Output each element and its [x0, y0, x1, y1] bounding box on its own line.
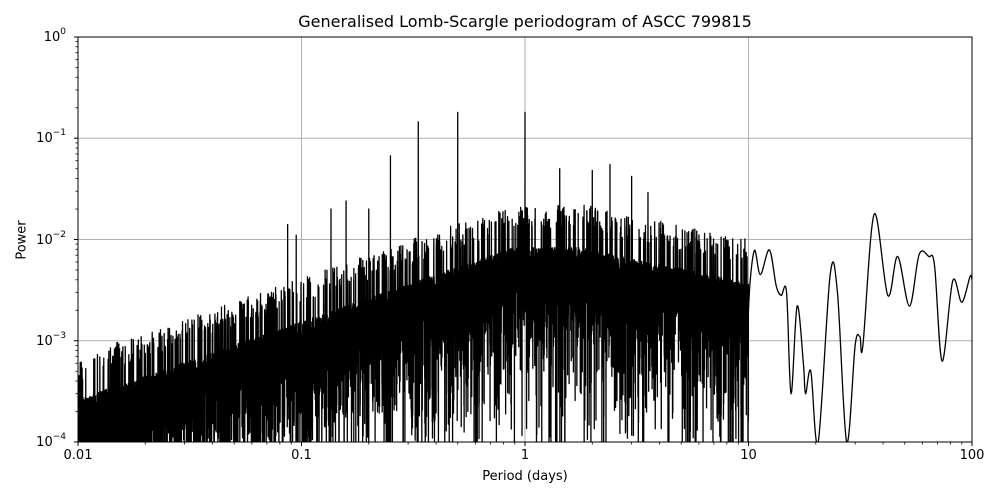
x-tick-label: 0.01 — [63, 448, 93, 463]
x-tick-label: 10 — [740, 448, 757, 463]
minor-ticks — [74, 36, 973, 446]
axes-frame — [77, 36, 973, 443]
chart-title: Generalised Lomb-Scargle periodogram of … — [298, 12, 752, 31]
x-tick-label: 0.1 — [291, 448, 312, 463]
periodogram-line — [78, 111, 972, 442]
y-tick-label: 100 — [43, 26, 66, 46]
y-tick-label: 10−4 — [36, 431, 66, 451]
y-tick-label: 10−3 — [36, 330, 66, 349]
y-tick-label: 10−1 — [36, 128, 66, 147]
x-tick-label: 100 — [959, 448, 985, 463]
x-tick-label: 1 — [520, 448, 530, 463]
x-axis-label: Period (days) — [482, 469, 568, 484]
y-tick-label: 10−2 — [36, 229, 66, 248]
y-axis-label: Power — [14, 220, 30, 260]
